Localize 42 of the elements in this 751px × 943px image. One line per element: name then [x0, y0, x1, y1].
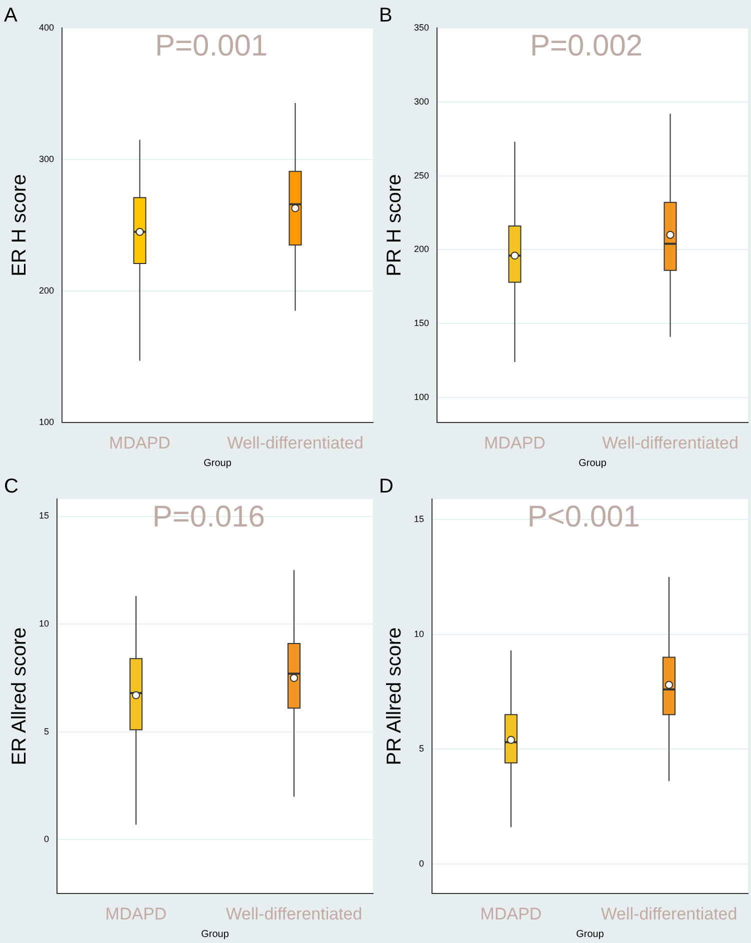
x-tick-label: MDAPD [480, 904, 542, 924]
y-tick-label: 200 [38, 286, 54, 296]
annotation: P=0.002 [530, 29, 643, 62]
x-tick-label: Well-differentiated [226, 904, 362, 924]
x-axis-title: Group [576, 928, 604, 940]
x-tick-label: Well-differentiated [227, 433, 364, 452]
y-tick-label: 15 [414, 514, 424, 524]
annotation: P=0.001 [154, 29, 268, 62]
y-axis-title: ER Allred score [8, 627, 31, 766]
chart-title: A [4, 4, 18, 27]
y-axis-title: PR Allred score [384, 627, 406, 766]
chart-title: D [379, 476, 394, 498]
y-tick-label: 10 [38, 618, 50, 629]
y-tick-label: 10 [414, 628, 424, 639]
y-tick-label: 350 [414, 22, 430, 32]
y-axis-title: PR H score [384, 174, 406, 276]
x-tick-label: MDAPD [109, 433, 170, 452]
y-tick-label: 5 [44, 726, 50, 736]
annotation: P=0.016 [152, 500, 265, 534]
x-tick-label: MDAPD [484, 433, 546, 452]
y-axis-title: ER H score [8, 174, 31, 276]
y-tick-label: 15 [38, 510, 50, 521]
x-axis-title: Group [201, 928, 230, 940]
x-tick-label: MDAPD [105, 904, 167, 924]
y-tick-label: 300 [38, 154, 54, 164]
y-tick-label: 300 [414, 96, 430, 106]
y-tick-label: 200 [414, 244, 430, 254]
y-tick-label: 150 [414, 318, 430, 328]
y-tick-label: 0 [418, 858, 424, 868]
x-tick-label: Well-differentiated [600, 904, 738, 924]
y-tick-label: 5 [418, 744, 424, 754]
x-axis-title: Group [204, 458, 232, 469]
x-axis-title: Group [578, 458, 607, 469]
y-tick-label: 100 [414, 392, 430, 402]
chart-title: B [379, 4, 392, 27]
y-tick-label: 400 [38, 22, 54, 32]
y-tick-label: 0 [44, 834, 50, 844]
annotation: P<0.001 [527, 500, 640, 534]
chart-title: C [4, 476, 18, 498]
x-tick-label: Well-differentiated [602, 433, 738, 452]
y-tick-label: 100 [38, 417, 54, 428]
y-tick-label: 250 [414, 170, 430, 180]
